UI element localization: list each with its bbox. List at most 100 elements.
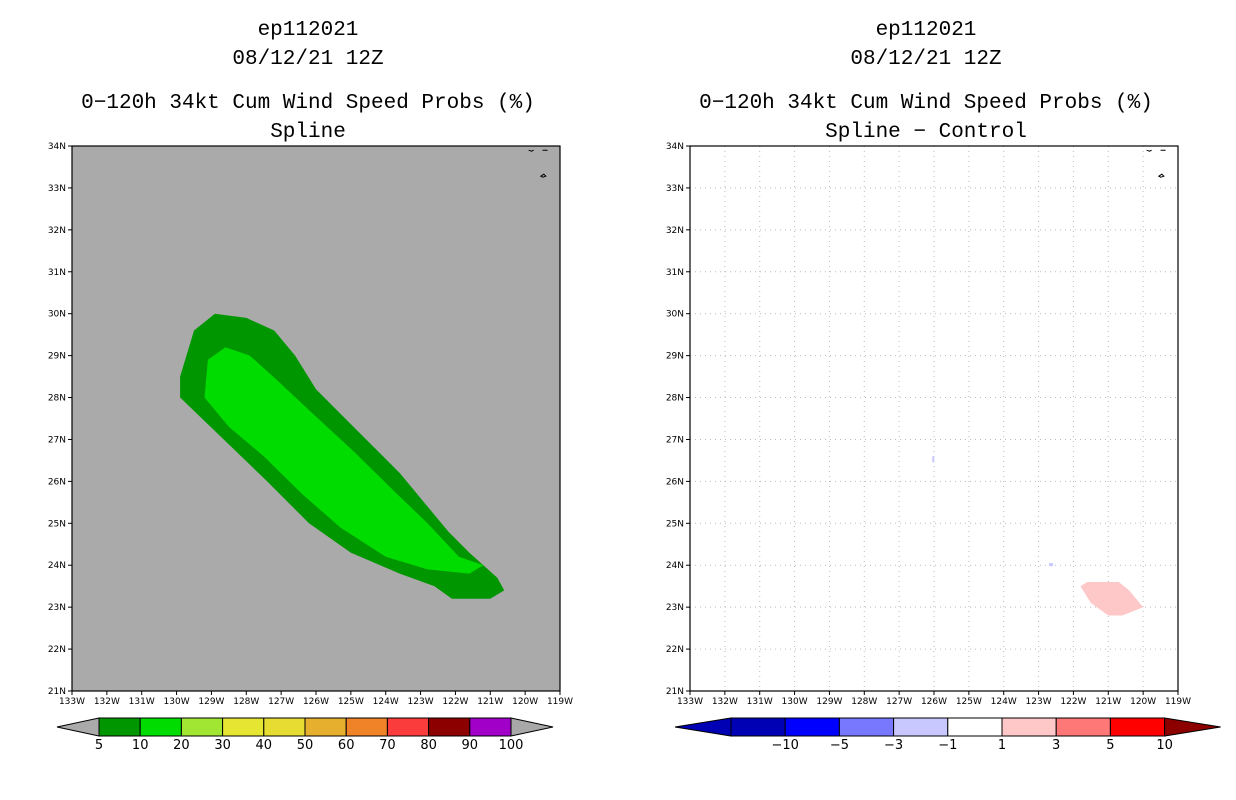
right-datetime: 08/12/21 12Z: [850, 48, 1002, 71]
left-colorbar-label: 70: [379, 738, 396, 753]
left-lat-label: 23N: [48, 603, 66, 613]
left-lat-label: 22N: [48, 645, 66, 655]
left-colorbar-swatch: [428, 717, 471, 737]
left-lat-label: 24N: [48, 561, 66, 571]
right-lat-label: 21N: [666, 687, 684, 697]
right-lat-label: 31N: [666, 268, 684, 278]
right-lon-label: 122W: [1060, 697, 1086, 707]
right-colorbar-label: 10: [1156, 738, 1173, 753]
right-colorbar: −10 −5 −3 −1 1 3 5 10: [674, 717, 1221, 753]
left-colorbar-label: 5: [95, 738, 103, 753]
left-colorbar: 5 10 20 30 40 50 60 70 80 90 100: [56, 717, 554, 753]
right-lat-label: 33N: [666, 184, 684, 194]
left-coastline: [528, 149, 548, 152]
left-colorbar-swatch: [222, 717, 265, 737]
left-colorbar-label: 40: [256, 738, 273, 753]
left-subtitle: Spline: [270, 121, 346, 144]
left-lat-label: 29N: [48, 352, 66, 362]
right-colorbar-label: 3: [1052, 738, 1060, 753]
left-colorbar-swatch: [180, 717, 224, 737]
left-island: [539, 173, 547, 178]
right-storm-id: ep112021: [875, 19, 977, 42]
right-lon-label: 120W: [1130, 697, 1156, 707]
left-colorbar-label: 10: [132, 738, 149, 753]
right-product-title: 0−120h 34kt Cum Wind Speed Probs (%): [699, 92, 1153, 115]
left-colorbar-swatch: [304, 717, 347, 737]
left-colorbar-label: 60: [338, 738, 355, 753]
left-lat-label: 25N: [48, 519, 66, 529]
right-colorbar-swatch: [1001, 717, 1057, 737]
right-difference-map: 21N 22N 23N 24N 25N 26N 27N 28N 29N 30N 31N 32N 33N 3…: [666, 142, 1191, 707]
left-colorbar-label: 90: [462, 738, 479, 753]
right-diff-speck: [1049, 563, 1054, 567]
left-lat-label: 21N: [48, 687, 66, 697]
left-colorbar-swatch: [139, 717, 182, 737]
right-lon-label: 126W: [921, 697, 947, 707]
left-lon-label: 133W: [59, 697, 85, 707]
right-colorbar-swatch: [730, 717, 786, 737]
right-island: [1157, 173, 1165, 178]
right-lon-label: 127W: [886, 697, 912, 707]
right-colorbar-swatch: [1109, 717, 1166, 737]
right-lat-label: 32N: [666, 226, 684, 236]
left-colorbar-swatch: [386, 717, 430, 737]
left-lon-label: 130W: [164, 697, 190, 707]
left-colorbar-swatch: [263, 717, 306, 737]
right-subtitle: Spline − Control: [825, 121, 1027, 144]
left-lat-label: 30N: [48, 310, 66, 320]
right-lat-label: 30N: [666, 310, 684, 320]
left-colorbar-label: 20: [173, 738, 190, 753]
right-lon-label: 128W: [851, 697, 877, 707]
left-lon-label: 120W: [512, 697, 538, 707]
right-lat-label: 27N: [666, 435, 684, 445]
left-lat-label: 32N: [48, 226, 66, 236]
right-diff-speck: [932, 456, 935, 463]
right-lon-label: 129W: [816, 697, 842, 707]
right-lon-label: 132W: [712, 697, 738, 707]
right-colorbar-label: −10: [771, 738, 798, 753]
right-lat-label: 25N: [666, 519, 684, 529]
right-lat-label: 29N: [666, 352, 684, 362]
left-colorbar-swatch: [345, 717, 388, 737]
left-lon-label: 132W: [94, 697, 120, 707]
left-lat-label: 28N: [48, 394, 66, 404]
right-colorbar-swatch: [838, 717, 895, 737]
left-product-title: 0−120h 34kt Cum Wind Speed Probs (%): [81, 92, 535, 115]
left-lat-label: 27N: [48, 435, 66, 445]
left-contour-1: [204, 347, 484, 574]
left-colorbar-label: 100: [499, 738, 524, 753]
left-storm-id: ep112021: [257, 19, 359, 42]
right-lon-label: 119W: [1165, 697, 1191, 707]
right-lat-label: 22N: [666, 645, 684, 655]
right-colorbar-swatch: [893, 717, 949, 737]
right-lon-label: 124W: [991, 697, 1017, 707]
left-lon-label: 119W: [547, 697, 573, 707]
left-lat-label: 34N: [48, 142, 66, 152]
left-lon-label: 125W: [338, 697, 364, 707]
left-lon-label: 123W: [408, 697, 434, 707]
left-lat-label: 31N: [48, 268, 66, 278]
right-contour-0: [1080, 582, 1144, 616]
left-colorbar-label: 50: [297, 738, 314, 753]
right-colorbar-swatch: [784, 717, 840, 737]
right-colorbar-label: −1: [938, 738, 957, 753]
left-colorbar-label: 80: [420, 738, 437, 753]
left-lon-label: 122W: [442, 697, 468, 707]
left-lon-label: 121W: [477, 697, 503, 707]
left-colorbar-label: 30: [214, 738, 231, 753]
left-probability-map: 21N 22N 23N 24N 25N 26N 27N 28N 29N 30N 31N 32N 33N 3…: [48, 142, 573, 707]
right-colorbar-label: 1: [998, 738, 1006, 753]
left-colorbar-high-tip: [510, 717, 554, 737]
left-lat-label: 26N: [48, 477, 66, 487]
right-colorbar-swatch: [947, 717, 1003, 737]
left-datetime: 08/12/21 12Z: [232, 48, 384, 71]
left-colorbar-low-tip: [56, 717, 100, 737]
right-colorbar-low-tip: [674, 717, 732, 737]
right-colorbar-label: −5: [830, 738, 849, 753]
right-lat-label: 26N: [666, 477, 684, 487]
left-lon-label: 128W: [233, 697, 259, 707]
right-colorbar-label: 5: [1106, 738, 1114, 753]
left-colorbar-swatch: [469, 717, 512, 737]
right-coastline: [1146, 149, 1166, 152]
